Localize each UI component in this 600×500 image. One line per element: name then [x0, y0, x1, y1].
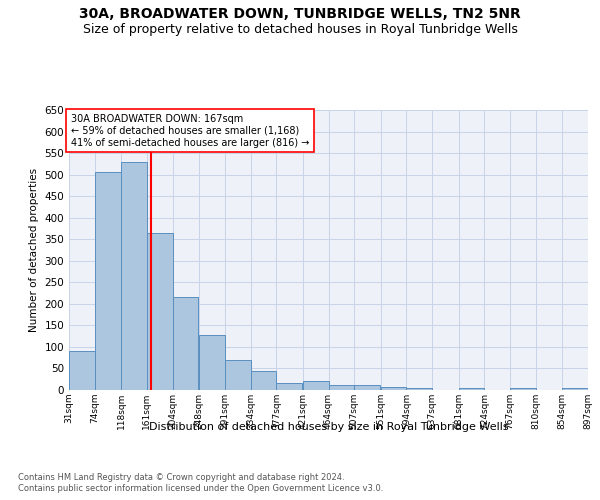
Text: Size of property relative to detached houses in Royal Tunbridge Wells: Size of property relative to detached ho…	[83, 22, 517, 36]
Text: 30A BROADWATER DOWN: 167sqm
← 59% of detached houses are smaller (1,168)
41% of : 30A BROADWATER DOWN: 167sqm ← 59% of det…	[71, 114, 309, 148]
Bar	[95, 172, 121, 390]
Bar	[199, 336, 225, 390]
Bar	[510, 388, 536, 390]
Text: Contains HM Land Registry data © Crown copyright and database right 2024.: Contains HM Land Registry data © Crown c…	[18, 472, 344, 482]
Bar	[277, 383, 302, 390]
Bar	[303, 382, 329, 390]
Text: 30A, BROADWATER DOWN, TUNBRIDGE WELLS, TN2 5NR: 30A, BROADWATER DOWN, TUNBRIDGE WELLS, T…	[79, 8, 521, 22]
Bar	[329, 385, 354, 390]
Y-axis label: Number of detached properties: Number of detached properties	[29, 168, 39, 332]
Text: Distribution of detached houses by size in Royal Tunbridge Wells: Distribution of detached houses by size …	[149, 422, 509, 432]
Bar	[406, 388, 432, 390]
Bar	[121, 162, 147, 390]
Bar	[225, 360, 251, 390]
Bar	[69, 351, 95, 390]
Bar	[354, 385, 380, 390]
Bar	[173, 298, 199, 390]
Bar	[147, 233, 173, 390]
Bar	[458, 388, 484, 390]
Bar	[251, 372, 277, 390]
Bar	[380, 386, 406, 390]
Text: Contains public sector information licensed under the Open Government Licence v3: Contains public sector information licen…	[18, 484, 383, 493]
Bar	[562, 388, 588, 390]
